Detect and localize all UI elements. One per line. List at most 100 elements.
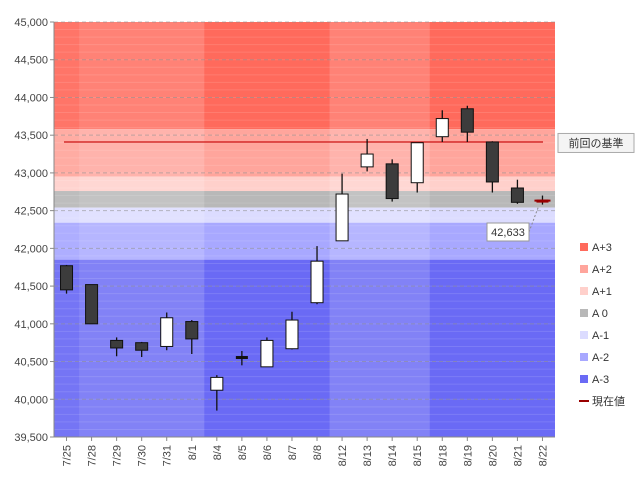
y-tick-label: 41,000 (14, 319, 48, 331)
x-tick-label: 8/12 (337, 445, 349, 466)
candle (310, 246, 324, 305)
zone-band-aminus2 (54, 222, 555, 260)
candle (385, 159, 399, 202)
candle-body-down (185, 321, 199, 340)
candle (460, 105, 474, 142)
legend-swatch (580, 375, 588, 383)
legend-item: 現在値 (579, 395, 625, 408)
legend-item: A+1 (580, 286, 612, 298)
candle-body-down (510, 187, 524, 203)
candle-body-down (385, 163, 399, 200)
x-tick-label: 7/25 (62, 445, 74, 466)
candle (435, 110, 449, 142)
y-tick-label: 40,500 (14, 357, 48, 369)
x-tick-label: 8/7 (287, 445, 299, 460)
y-tick-label: 44,500 (14, 55, 48, 67)
candle-body-up (285, 319, 299, 350)
candle-body-up (360, 153, 374, 168)
legend-item: A 0 (580, 308, 608, 320)
y-tick-label: 40,000 (14, 394, 48, 406)
legend-label: A+2 (592, 264, 612, 276)
x-tick-label: 8/15 (412, 445, 424, 466)
zone-band-aplus1 (54, 176, 555, 192)
current-value-box (486, 222, 530, 242)
candle (360, 138, 374, 172)
x-tick-label: 8/19 (462, 445, 474, 466)
x-tick-label: 7/31 (162, 445, 174, 466)
candle-body-down (485, 141, 499, 183)
candle-body-up (260, 339, 274, 368)
x-tick-label: 8/14 (387, 445, 399, 466)
candle-body-up (410, 142, 424, 184)
legend-label: A+3 (592, 242, 612, 254)
candle-body-up (435, 118, 449, 138)
current-value-leader (528, 206, 539, 233)
x-tick-label: 8/6 (262, 445, 274, 460)
candle (485, 141, 499, 193)
legend-swatch (580, 353, 588, 361)
reference-line-group: 前回の基準 (64, 132, 635, 153)
candle-body-down (60, 265, 74, 291)
x-tick-label: 8/1 (187, 445, 199, 460)
y-tick-label: 39,500 (14, 432, 48, 444)
reference-label-box (557, 132, 635, 153)
legend-label: A 0 (592, 308, 608, 320)
x-tick-label: 8/13 (362, 445, 374, 466)
y-tick-label: 42,500 (14, 206, 48, 218)
candle-body-down (460, 108, 474, 133)
candle-body-down (135, 342, 149, 351)
legend-label: A-2 (592, 352, 609, 364)
x-tick-label: 8/8 (312, 445, 324, 460)
candle-body-down (110, 339, 124, 349)
reference-label: 前回の基準 (569, 136, 624, 150)
legend-swatch (580, 309, 588, 317)
candle-body-up (210, 376, 224, 391)
current-value-label: 42,633 (491, 227, 525, 239)
y-tick-label: 44,000 (14, 92, 48, 104)
legend: A+3 A+2 A+1 A 0 A-1 A-2 A-3 現在値 (579, 242, 625, 408)
x-tick-label: 8/18 (437, 445, 449, 466)
candle (510, 179, 524, 204)
week-shade-0 (54, 22, 80, 437)
candle (160, 312, 174, 351)
y-tick-label: 43,000 (14, 168, 48, 180)
x-tick-label: 8/20 (487, 445, 499, 466)
candle-body-doji (235, 356, 248, 360)
legend-item: A+2 (580, 264, 612, 276)
zone-bands (54, 22, 555, 437)
legend-item: A-3 (580, 374, 609, 386)
candle (285, 311, 299, 350)
candle (410, 142, 424, 193)
week-shading (54, 22, 430, 437)
x-tick-label: 7/30 (137, 445, 149, 466)
y-tick-label: 45,000 (14, 17, 48, 29)
candle (135, 341, 149, 358)
candle (210, 375, 224, 411)
candle (85, 284, 99, 325)
candle (110, 337, 124, 357)
legend-item: A-2 (580, 352, 609, 364)
candle-body-up (310, 260, 324, 304)
legend-item: A+3 (580, 242, 612, 254)
legend-label: A-3 (592, 374, 609, 386)
legend-label: A-1 (592, 330, 609, 342)
x-tick-label: 8/4 (212, 445, 224, 460)
axes: 39,500 40,000 40,500 41,000 41,500 42,000 42,5… (14, 17, 555, 466)
x-tick-label: 8/21 (512, 445, 524, 466)
annotations: 42,633 (486, 199, 551, 242)
y-tick-label: 41,500 (14, 281, 48, 293)
candle-body-down (85, 284, 99, 325)
legend-swatch (580, 243, 588, 251)
x-tick-label: 8/22 (537, 445, 549, 466)
zone-band-aplus2 (54, 129, 555, 177)
candle (235, 350, 248, 366)
legend-swatch (580, 265, 588, 273)
y-tick-label: 43,500 (14, 130, 48, 142)
candle (260, 337, 274, 368)
candle-body-up (160, 317, 174, 347)
x-tick-label: 7/28 (87, 445, 99, 466)
y-tick-label: 42,000 (14, 243, 48, 255)
candle (335, 173, 349, 242)
week-shade-1 (79, 22, 205, 437)
